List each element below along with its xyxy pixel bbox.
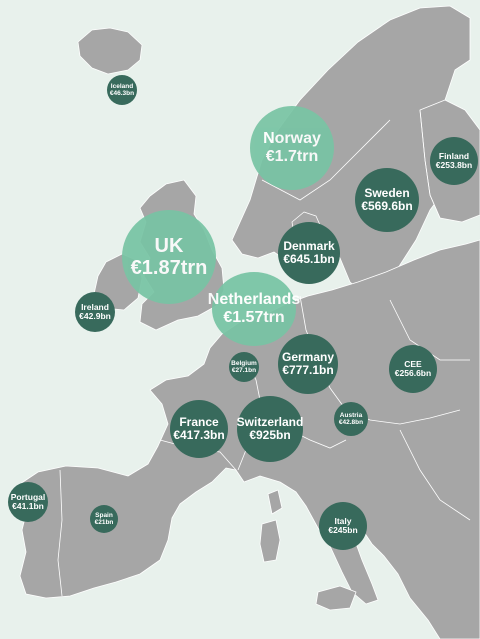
region-name: Ireland <box>81 301 109 312</box>
region-value: €41.1bn <box>12 501 44 511</box>
region-bubble-denmark: Denmark €645.1bn <box>278 222 340 284</box>
region-bubble-switzerland: Switzerland €925bn <box>237 396 303 462</box>
region-value: €925bn <box>249 428 291 442</box>
iceland-landmass <box>77 27 143 75</box>
region-value: €27.1bn <box>231 367 257 374</box>
region-value: €1.7trn <box>265 148 319 165</box>
region-name: UK <box>154 235 184 257</box>
corsica-landmass <box>267 489 283 515</box>
region-name: Portugal <box>10 491 46 502</box>
region-name: Denmark <box>283 238 335 253</box>
region-name: Germany <box>281 349 335 364</box>
sardinia-landmass <box>259 519 281 563</box>
region-bubble-france: France €417.3bn <box>170 400 228 458</box>
region-bubble-uk: UK €1.87trn <box>122 210 216 304</box>
region-name: Belgium <box>231 359 257 367</box>
region-bubble-finland: Finland €253.8bn <box>430 137 478 185</box>
border-sweden-finland <box>419 109 441 219</box>
region-name: France <box>179 414 219 429</box>
sicily-landmass <box>315 585 357 611</box>
region-bubble-italy: Italy €245bn <box>319 502 367 550</box>
region-bubble-austria: Austria €42.8bn <box>334 402 368 436</box>
region-value: €253.8bn <box>435 160 473 170</box>
region-name: Finland <box>438 150 470 161</box>
region-bubble-belgium: Belgium €27.1bn <box>229 352 259 382</box>
region-bubble-spain: Spain €21bn <box>90 505 118 533</box>
region-name: Sweden <box>364 185 410 200</box>
region-bubble-sweden: Sweden €569.6bn <box>355 168 419 232</box>
region-bubble-portugal: Portugal €41.1bn <box>8 482 48 522</box>
region-value: €42.9bn <box>79 311 111 321</box>
border-balkans <box>399 429 471 521</box>
region-value: €1.57trn <box>223 309 285 326</box>
region-bubble-germany: Germany €777.1bn <box>278 334 338 394</box>
region-name: Norway <box>263 130 321 148</box>
region-value: €42.8bn <box>338 419 364 426</box>
region-name: Switzerland <box>236 414 304 429</box>
region-value: €21bn <box>94 519 114 526</box>
region-value: €256.6bn <box>394 368 432 378</box>
region-value: €46.3bn <box>109 90 135 97</box>
region-name: Austria <box>339 411 363 419</box>
border-norway-sweden <box>261 119 391 201</box>
region-name: Italy <box>334 515 352 526</box>
region-value: €417.3bn <box>173 428 225 442</box>
region-name: Iceland <box>110 82 134 90</box>
region-name: Spain <box>95 511 113 519</box>
region-bubble-cee: CEE €256.6bn <box>389 345 437 393</box>
region-name: CEE <box>404 358 422 369</box>
region-value: €1.87trn <box>130 257 208 279</box>
region-bubble-iceland: Iceland €46.3bn <box>107 75 137 105</box>
region-value: €245bn <box>328 525 358 535</box>
border-portugal-spain <box>57 469 63 597</box>
region-bubble-norway: Norway €1.7trn <box>250 106 334 190</box>
region-value: €645.1bn <box>283 252 335 266</box>
region-value: €569.6bn <box>361 199 413 213</box>
region-bubble-ireland: Ireland €42.9bn <box>75 292 115 332</box>
region-name: Netherlands <box>207 291 301 309</box>
region-value: €777.1bn <box>282 363 334 377</box>
region-bubble-netherlands: Netherlands €1.57trn <box>208 272 300 346</box>
